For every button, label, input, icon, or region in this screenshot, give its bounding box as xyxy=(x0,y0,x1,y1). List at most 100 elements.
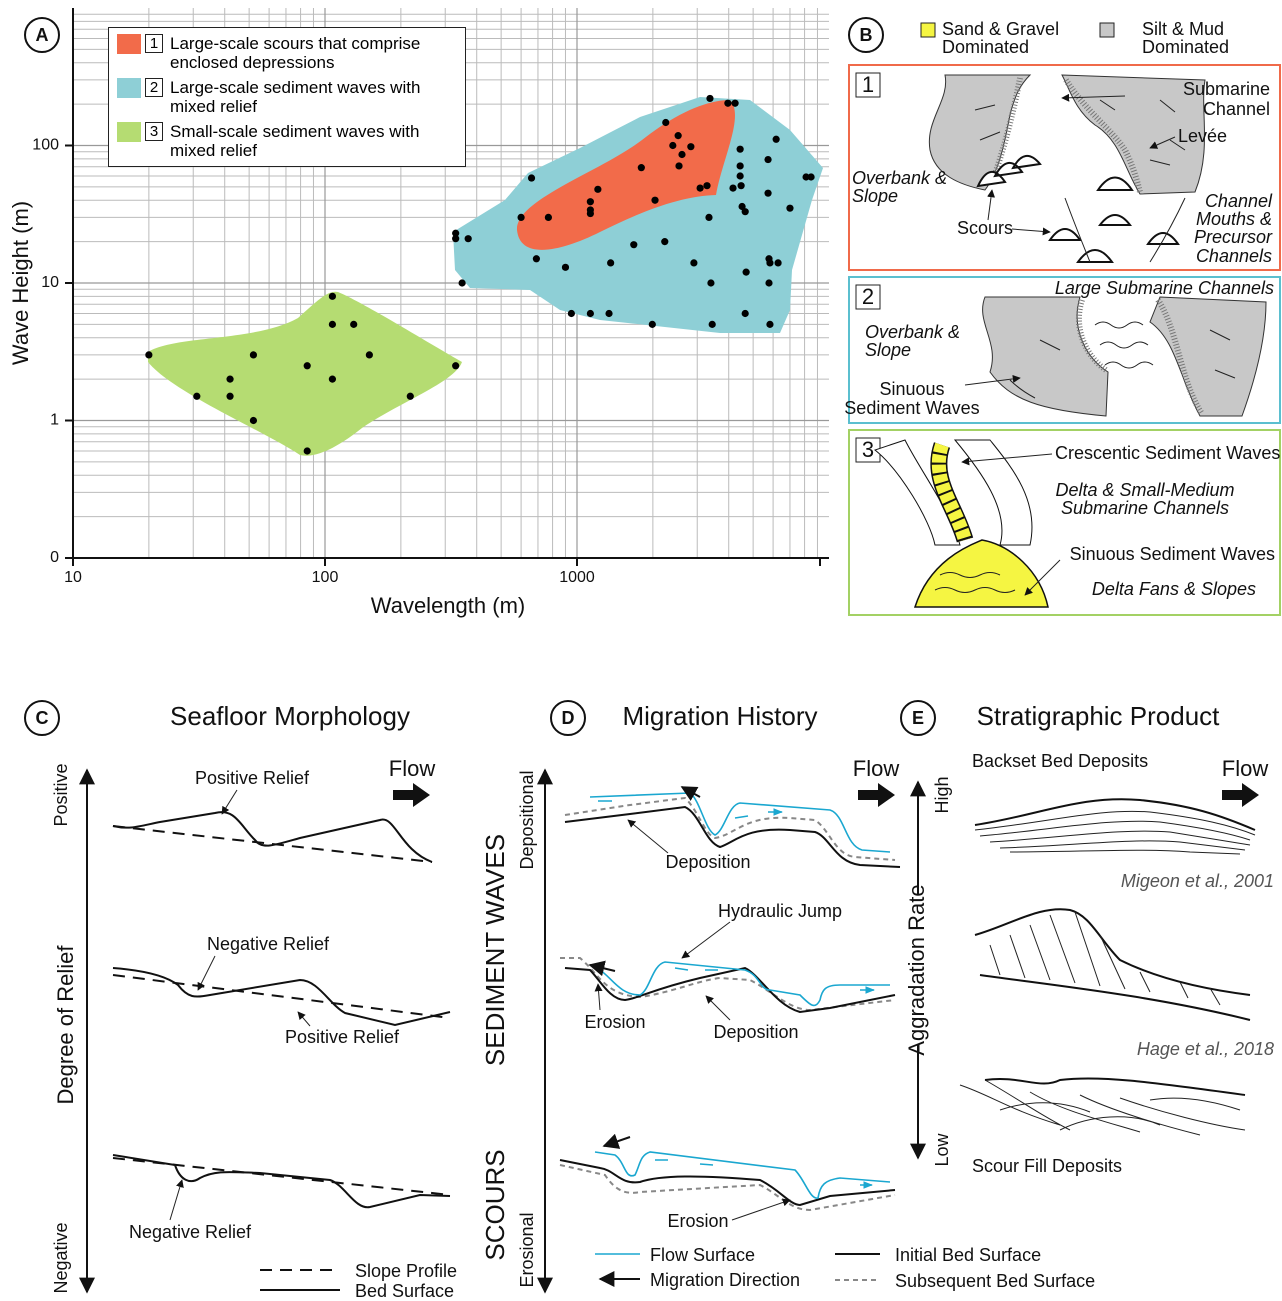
annotation: Levée xyxy=(1178,126,1227,146)
legend-label: Bed Surface xyxy=(355,1281,454,1301)
point xyxy=(675,162,683,170)
point xyxy=(567,309,575,318)
shape xyxy=(680,786,701,801)
panel-label: B xyxy=(860,25,873,45)
point xyxy=(764,189,772,197)
legend-label: Slope Profile xyxy=(355,1261,457,1281)
shape xyxy=(393,783,430,807)
group-label: SCOURS xyxy=(480,1149,510,1260)
point xyxy=(452,362,460,370)
flow-label: Flow xyxy=(389,756,436,781)
axis-end: Negative xyxy=(51,1222,71,1293)
legend: 1 Large-scale scours that comprise enclos… xyxy=(108,27,466,167)
annotation: Channels xyxy=(1196,246,1272,266)
shape xyxy=(24,700,60,736)
shape xyxy=(974,908,1251,996)
shape xyxy=(964,374,1021,386)
shape xyxy=(197,955,216,991)
shape xyxy=(598,800,782,818)
shape xyxy=(1063,78,1143,193)
shape xyxy=(24,17,60,53)
point xyxy=(786,204,794,212)
panel-label: C xyxy=(36,708,49,728)
box-key: 2 xyxy=(862,284,874,309)
shape xyxy=(1075,298,1205,416)
point xyxy=(662,118,670,127)
shape xyxy=(564,796,896,861)
panel-label: E xyxy=(912,708,924,728)
legend-swatch xyxy=(117,122,141,142)
annotation: Overbank & xyxy=(852,168,947,188)
point xyxy=(741,208,749,216)
box-key: 1 xyxy=(862,72,874,97)
annotation: Negative Relief xyxy=(207,934,330,954)
annotation: Channel xyxy=(1205,191,1273,211)
panel-labels: A B C D E xyxy=(24,17,936,736)
axis-end: Erosional xyxy=(517,1212,537,1287)
shape xyxy=(112,811,433,863)
point xyxy=(766,320,774,328)
annotation: Deposition xyxy=(665,852,750,872)
citation: Migeon et al., 2001 xyxy=(1121,871,1274,891)
point xyxy=(586,209,594,218)
annotation: Crescentic Sediment Waves xyxy=(1055,443,1280,463)
axis-end: High xyxy=(932,776,952,813)
shape xyxy=(961,453,1053,466)
point xyxy=(532,255,540,263)
legend-entry: 1 Large-scale scours that comprise enclos… xyxy=(117,34,457,72)
point xyxy=(605,309,613,318)
region-2 xyxy=(453,97,823,333)
shape xyxy=(1024,559,1061,596)
point xyxy=(249,416,258,425)
annotation: Sediment Waves xyxy=(844,398,979,418)
annotation: Mouths & xyxy=(1196,209,1272,229)
shape xyxy=(1149,136,1176,149)
point xyxy=(807,173,815,181)
y-axis-title: Wave Height (m) xyxy=(8,201,33,365)
shape xyxy=(112,974,451,1019)
shape xyxy=(1048,176,1180,263)
x-tick-label: 10 xyxy=(64,569,82,586)
point xyxy=(607,259,615,267)
point xyxy=(651,196,659,204)
legend-label: Dominated xyxy=(1142,37,1229,57)
panel-title: Migration History xyxy=(622,701,817,731)
shape xyxy=(974,810,1256,855)
point xyxy=(594,185,602,193)
shape xyxy=(112,1154,451,1209)
shape xyxy=(848,17,884,53)
shape xyxy=(655,1159,872,1185)
legend-label: Initial Bed Surface xyxy=(895,1245,1041,1265)
point xyxy=(365,351,373,359)
annotation: Hydraulic Jump xyxy=(718,901,842,921)
legend-label: Silt & Mud xyxy=(1142,19,1224,39)
x-tick-label: 1000 xyxy=(559,569,595,586)
point xyxy=(678,150,686,159)
box-1 xyxy=(848,64,1281,271)
annotation: Positive Relief xyxy=(285,1027,400,1047)
legend-label: Flow Surface xyxy=(650,1245,755,1265)
point xyxy=(741,309,749,318)
shape xyxy=(1094,321,1154,369)
point xyxy=(707,279,715,287)
shape xyxy=(112,967,451,1027)
point xyxy=(145,351,153,359)
legend-swatch xyxy=(117,78,141,98)
point xyxy=(669,141,677,150)
annotation: Overbank & xyxy=(865,322,960,342)
point xyxy=(630,241,638,249)
annotation: Backset Bed Deposits xyxy=(972,751,1148,771)
shape xyxy=(984,1077,1246,1096)
point xyxy=(736,172,744,180)
point xyxy=(737,182,745,190)
point xyxy=(226,392,234,400)
panel-title: Seafloor Morphology xyxy=(170,701,410,731)
shape xyxy=(602,1133,631,1149)
shape xyxy=(674,967,874,990)
annotation: Deposition xyxy=(713,1022,798,1042)
point xyxy=(458,279,466,287)
shape xyxy=(855,72,881,98)
shape xyxy=(112,825,433,863)
legend-swatch xyxy=(920,22,936,38)
